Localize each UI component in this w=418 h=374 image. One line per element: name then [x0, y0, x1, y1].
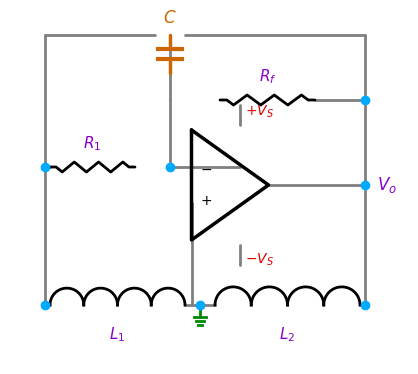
Text: $V_o$: $V_o$ — [377, 175, 397, 195]
Text: $C$: $C$ — [163, 9, 177, 27]
Text: $-V_S$: $-V_S$ — [245, 252, 274, 268]
Text: $+V_S$: $+V_S$ — [245, 104, 274, 120]
Text: $L_1$: $L_1$ — [110, 325, 125, 344]
Text: $R_1$: $R_1$ — [83, 134, 101, 153]
Text: $-$: $-$ — [199, 162, 212, 176]
Text: $L_2$: $L_2$ — [279, 325, 296, 344]
Text: $+$: $+$ — [199, 194, 212, 208]
Text: $R_f$: $R_f$ — [259, 67, 276, 86]
